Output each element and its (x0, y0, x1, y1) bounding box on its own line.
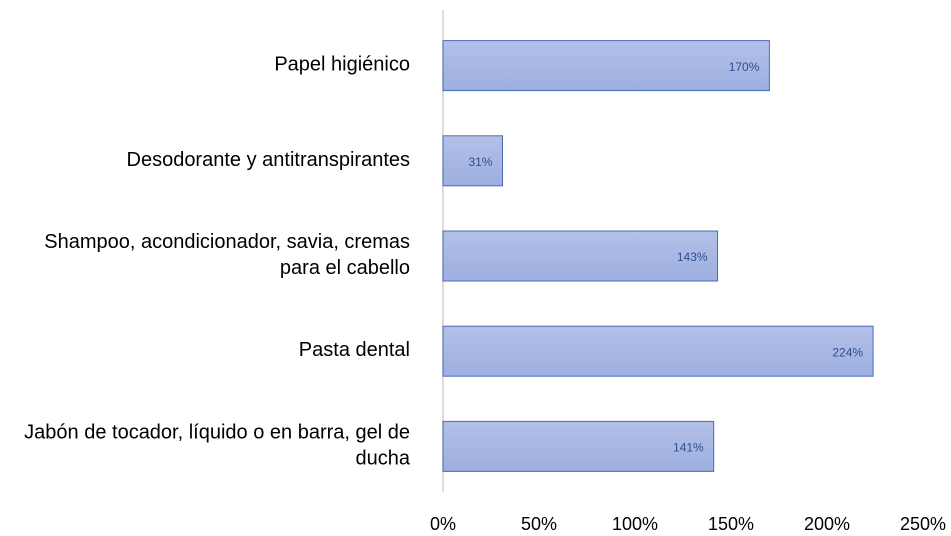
x-tick-label: 50% (521, 514, 557, 534)
value-label: 141% (673, 441, 704, 455)
y-tick-label: Papel higiénico (274, 54, 410, 76)
bar (442, 420, 715, 472)
bar (442, 40, 770, 92)
y-tick-label: Shampoo, acondicionador, savia, cremas pa… (44, 231, 410, 279)
x-tick-label: 100% (612, 514, 658, 534)
x-tick-label: 0% (430, 514, 456, 534)
x-tick-label: 250% (900, 514, 946, 534)
bar (442, 230, 719, 282)
value-label: 224% (832, 345, 863, 359)
y-tick-label: Jabón de tocador, líquido o en barra, ge… (24, 422, 411, 470)
value-label: 31% (468, 155, 492, 169)
bar (442, 325, 874, 377)
x-tick-label: 150% (708, 514, 754, 534)
x-tick-label: 200% (804, 514, 850, 534)
y-tick-label: Pasta dental (299, 339, 410, 361)
value-label: 143% (677, 250, 708, 264)
y-tick-label: Desodorante y antitranspirantes (127, 149, 411, 171)
value-label: 170% (729, 60, 760, 74)
bar (442, 135, 504, 187)
